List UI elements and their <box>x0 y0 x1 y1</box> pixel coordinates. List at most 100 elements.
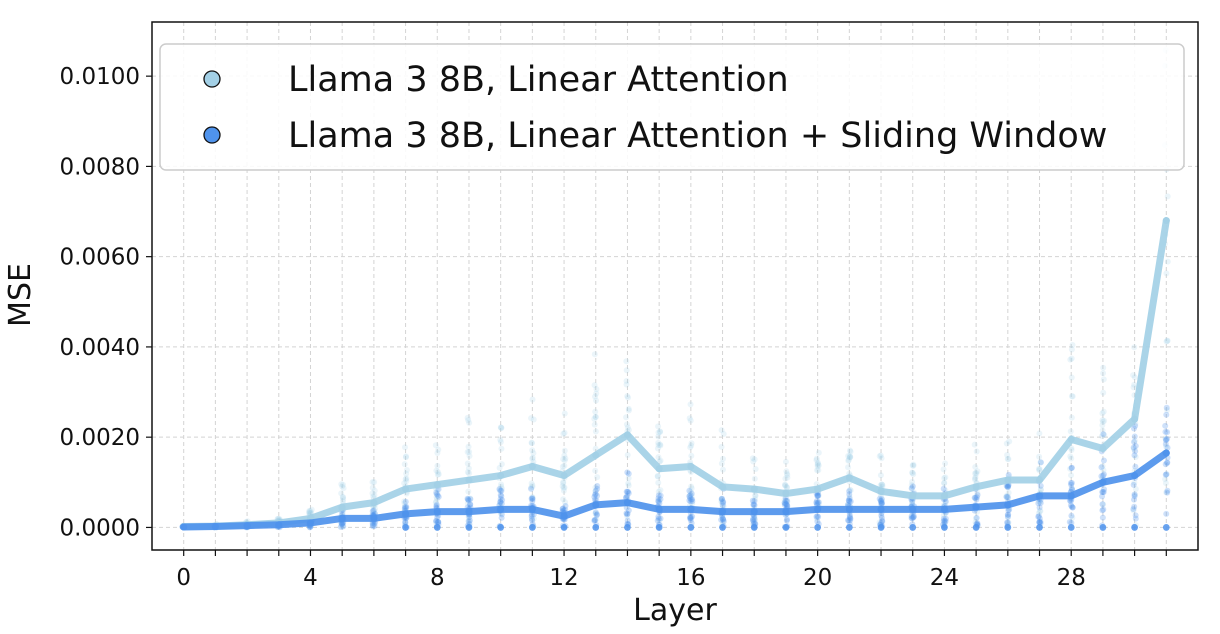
sample-point <box>1069 486 1076 493</box>
sample-point <box>781 499 788 506</box>
sample-point <box>497 491 504 498</box>
x-tick-label: 24 <box>930 565 959 591</box>
sample-point <box>752 492 759 499</box>
series-point <box>972 483 980 491</box>
sample-point <box>369 523 376 530</box>
sample-point <box>465 496 472 503</box>
sample-point <box>434 462 441 469</box>
sample-point <box>1100 457 1107 464</box>
sample-point <box>464 495 471 502</box>
sample-point-zero <box>719 524 726 531</box>
sample-point <box>465 443 472 450</box>
sample-point <box>371 522 378 529</box>
sample-point <box>973 469 980 476</box>
sample-point <box>720 430 727 437</box>
sample-point <box>433 518 440 525</box>
series-point <box>719 508 727 516</box>
sample-point <box>1068 374 1075 381</box>
sample-point <box>940 518 947 525</box>
sample-point <box>718 443 725 450</box>
sample-point <box>498 487 505 494</box>
sample-point <box>655 439 662 446</box>
sample-point <box>592 467 599 474</box>
sample-point <box>846 491 853 498</box>
sample-point <box>623 381 630 388</box>
sample-point <box>972 475 979 482</box>
sample-point <box>942 518 949 525</box>
sample-point <box>1163 471 1170 478</box>
sample-point <box>1068 485 1075 492</box>
sample-point <box>1132 442 1139 449</box>
sample-point-zero <box>592 524 600 531</box>
sample-point <box>1069 504 1076 511</box>
sample-point <box>655 454 662 461</box>
sample-point <box>655 423 662 430</box>
sample-point <box>403 466 410 473</box>
sample-point <box>435 519 442 526</box>
sample-point <box>593 386 600 393</box>
sample-point <box>402 476 409 483</box>
sample-point <box>560 456 567 463</box>
sample-point <box>340 485 347 492</box>
sample-point <box>1100 376 1107 383</box>
sample-point <box>784 502 791 509</box>
sample-point <box>1162 422 1169 429</box>
series-point <box>592 501 600 509</box>
sample-point <box>847 487 854 494</box>
x-tick-label: 12 <box>549 565 578 591</box>
series-point <box>592 451 600 459</box>
sample-point <box>434 490 441 497</box>
sample-point <box>751 456 758 463</box>
sample-point <box>1164 193 1171 200</box>
sample-point <box>879 517 886 524</box>
sample-point <box>1005 471 1012 478</box>
sample-point <box>625 488 632 495</box>
y-tick-label: 0.0060 <box>60 245 140 271</box>
sample-point <box>560 496 567 503</box>
sample-point <box>465 496 472 503</box>
sample-point <box>655 492 662 499</box>
sample-point <box>530 450 537 457</box>
sample-point <box>1132 515 1139 522</box>
sample-point <box>941 480 948 487</box>
sample-point <box>847 515 854 522</box>
sample-point <box>971 441 978 448</box>
sample-point <box>529 482 536 489</box>
series-lines <box>180 217 1170 531</box>
sample-point <box>687 488 694 495</box>
sample-point <box>467 495 474 502</box>
sample-point <box>847 486 854 493</box>
sample-point <box>1006 438 1013 445</box>
sample-point <box>466 448 473 455</box>
sample-point <box>401 504 408 511</box>
sample-point <box>1100 431 1107 438</box>
sample-point <box>909 469 916 476</box>
sample-point <box>529 517 536 524</box>
sample-point <box>1004 456 1011 463</box>
sample-point <box>306 507 313 514</box>
sample-point <box>1131 439 1138 446</box>
sample-point <box>1098 433 1105 440</box>
sample-point <box>720 518 727 525</box>
sample-point <box>878 499 885 506</box>
sample-point <box>718 427 725 434</box>
sample-point-zero <box>972 524 980 531</box>
y-tick-label: 0.0020 <box>60 425 140 451</box>
sample-point <box>783 517 790 524</box>
sample-point <box>846 495 853 502</box>
sample-point <box>910 461 917 468</box>
sample-point <box>784 498 791 505</box>
sample-point <box>560 507 567 514</box>
series-point <box>782 508 790 516</box>
sample-point <box>466 470 473 477</box>
sample-point <box>656 497 663 504</box>
sample-point <box>560 480 567 487</box>
sample-point <box>942 474 949 481</box>
sample-point <box>592 428 599 435</box>
sample-point <box>974 490 981 497</box>
sample-point <box>782 497 789 504</box>
sample-point <box>1067 498 1074 505</box>
sample-point <box>845 452 852 459</box>
sample-point <box>1162 461 1169 468</box>
